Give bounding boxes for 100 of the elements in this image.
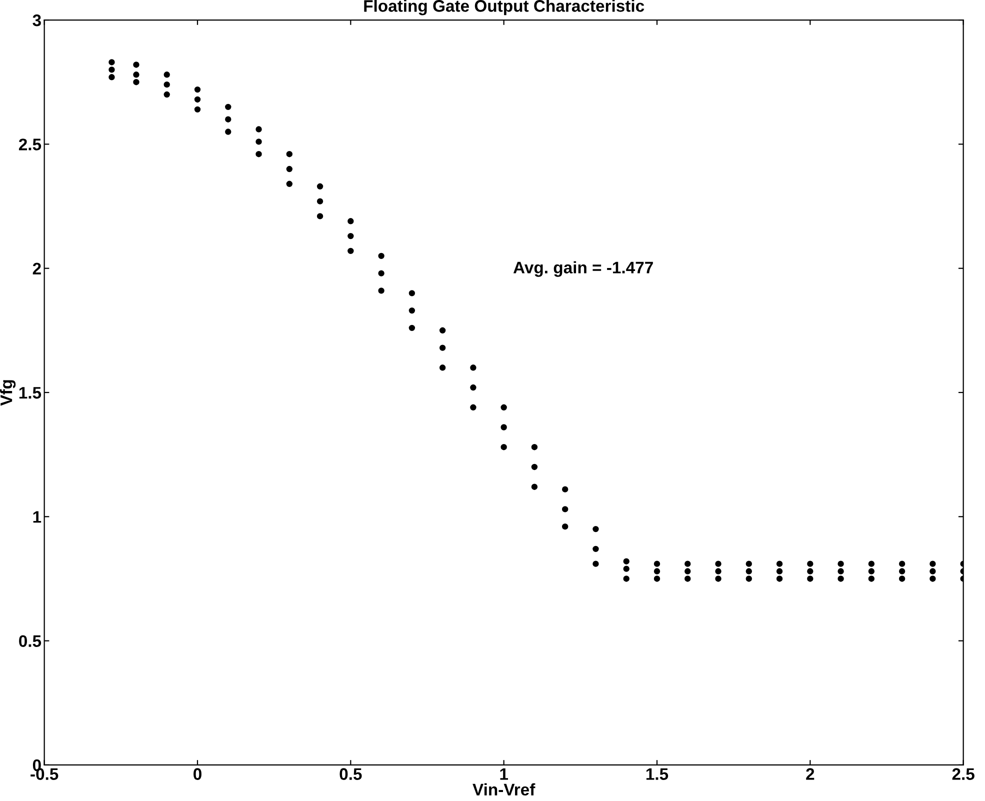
point xyxy=(715,568,722,574)
point xyxy=(225,116,232,122)
point xyxy=(194,106,201,113)
point xyxy=(286,166,292,172)
point xyxy=(439,327,446,334)
point xyxy=(225,104,232,110)
point xyxy=(470,364,476,371)
point xyxy=(930,576,936,582)
point xyxy=(378,288,384,294)
point xyxy=(592,546,599,552)
point xyxy=(316,198,324,204)
point xyxy=(898,560,906,567)
y-tick-label: 2 xyxy=(32,262,41,274)
point xyxy=(592,526,599,532)
y-tick-label: 2.5 xyxy=(18,138,42,150)
point xyxy=(194,86,201,93)
point xyxy=(623,576,630,582)
point xyxy=(256,126,262,132)
point xyxy=(807,560,814,567)
point xyxy=(164,91,170,98)
point xyxy=(164,72,170,78)
point xyxy=(439,364,446,371)
point xyxy=(654,568,660,574)
point xyxy=(807,568,814,574)
point xyxy=(746,568,752,574)
point xyxy=(654,576,660,582)
x-tick-label: 0.5 xyxy=(340,768,362,780)
point xyxy=(623,558,630,564)
point xyxy=(746,560,752,567)
point xyxy=(133,79,140,86)
x-axis-title: Vin-Vref xyxy=(472,783,536,796)
point xyxy=(286,180,292,188)
point xyxy=(930,568,936,574)
point xyxy=(286,151,292,158)
point xyxy=(470,384,476,391)
point xyxy=(439,344,446,351)
chart-title: Floating Gate Output Characteristic xyxy=(364,0,644,16)
point xyxy=(776,576,783,582)
point xyxy=(408,307,416,314)
point xyxy=(348,218,354,224)
y-tick-label: 1.5 xyxy=(19,387,42,399)
x-tick-label: 0 xyxy=(194,768,202,780)
point xyxy=(776,560,783,567)
point xyxy=(684,560,691,567)
point xyxy=(838,568,844,574)
point xyxy=(562,506,568,512)
point xyxy=(316,183,324,190)
x-tick-label: 2.5 xyxy=(952,768,974,780)
point xyxy=(108,74,115,80)
point xyxy=(164,81,170,88)
point xyxy=(348,248,354,254)
y-axis-title: Vfg xyxy=(0,380,16,406)
point xyxy=(807,576,814,582)
x-tick-label: 1.5 xyxy=(646,768,668,780)
point xyxy=(108,59,115,66)
point xyxy=(348,232,354,240)
x-tick-label: 1 xyxy=(500,768,508,780)
point xyxy=(108,66,115,73)
point xyxy=(838,576,844,582)
point xyxy=(470,404,476,410)
point xyxy=(225,128,232,135)
point xyxy=(562,523,568,530)
point xyxy=(531,484,538,490)
point xyxy=(838,560,844,567)
point xyxy=(531,464,538,470)
point xyxy=(408,290,416,296)
point xyxy=(868,560,875,567)
point xyxy=(684,568,691,574)
point xyxy=(684,576,691,582)
point xyxy=(868,576,875,582)
y-tick-label: 3 xyxy=(32,14,41,26)
point xyxy=(194,96,201,103)
point xyxy=(868,568,875,574)
point xyxy=(133,62,140,68)
point xyxy=(408,324,416,332)
point xyxy=(898,568,906,574)
point xyxy=(898,576,906,582)
point xyxy=(316,213,324,220)
point xyxy=(746,576,752,582)
point xyxy=(500,444,507,450)
point xyxy=(592,560,599,567)
point xyxy=(531,444,538,450)
point xyxy=(256,151,262,158)
annotation: Avg. gain = -1.477 xyxy=(513,261,653,277)
point xyxy=(500,404,507,410)
x-tick-label: 2 xyxy=(806,768,814,780)
point xyxy=(623,566,630,572)
point xyxy=(562,486,568,492)
point xyxy=(715,576,722,582)
point xyxy=(378,270,384,276)
point xyxy=(930,560,936,567)
point xyxy=(500,424,507,430)
y-tick-label: 1 xyxy=(33,511,42,523)
point xyxy=(133,72,140,78)
point xyxy=(654,560,660,567)
point xyxy=(776,568,783,574)
y-tick-label: 0.5 xyxy=(19,635,42,648)
point xyxy=(715,560,722,567)
point xyxy=(256,138,262,145)
point xyxy=(378,252,384,260)
